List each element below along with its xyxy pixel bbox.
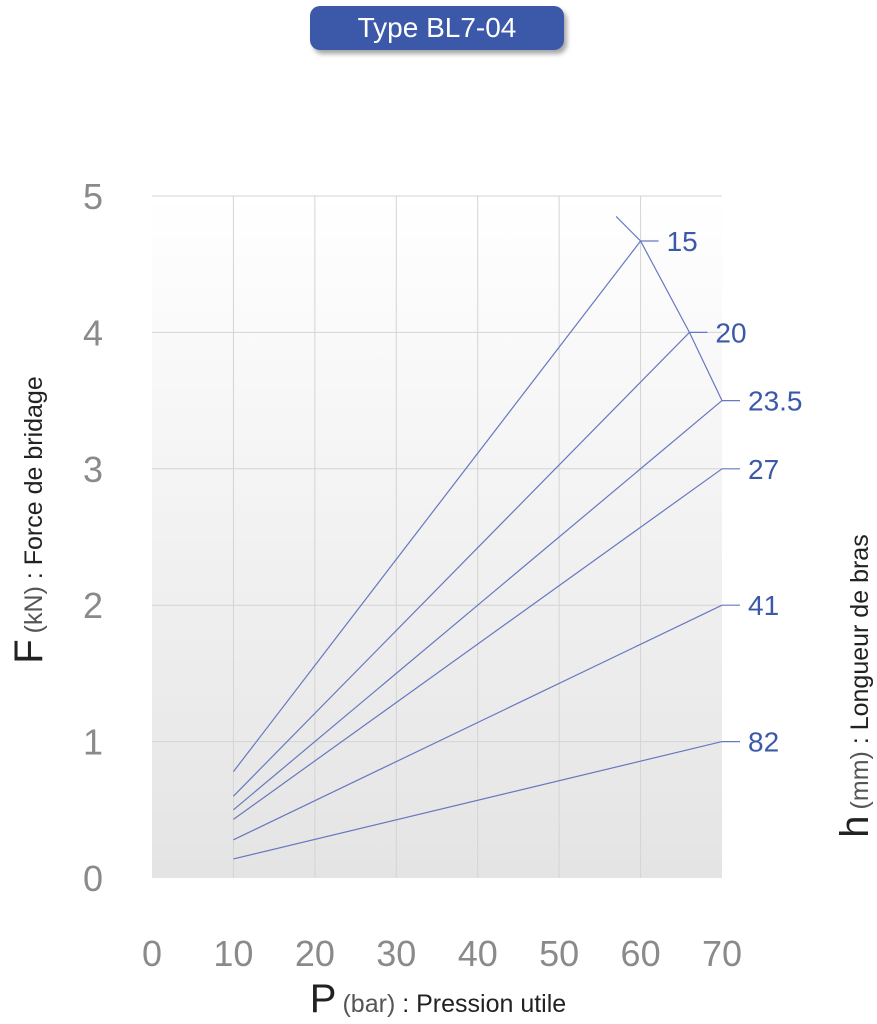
y2-axis-unit: (mm) — [846, 751, 874, 809]
series-label: 27 — [748, 454, 779, 485]
y2-axis-text: : Longueur de bras — [846, 534, 874, 751]
series-label: 41 — [748, 590, 779, 621]
y2-axis-symbol: h — [833, 815, 877, 837]
series-line — [233, 604, 723, 841]
y-tick-label: 1 — [83, 722, 103, 763]
series-label: 23.5 — [748, 386, 803, 417]
y-axis-title: F (kN) : Force de bridage — [7, 376, 51, 664]
chart-title-badge: Type BL7-04 — [310, 6, 564, 50]
y-axis-symbol: F — [7, 639, 51, 663]
series-label: 82 — [748, 727, 779, 758]
series-line — [233, 741, 723, 860]
series-line — [232, 240, 642, 772]
series-labels: 15 20 23.5 27 41 82 — [667, 226, 803, 758]
y-tick-label: 2 — [83, 585, 103, 626]
y-tick-label: 0 — [83, 858, 103, 899]
y-tick-label: 4 — [83, 312, 103, 353]
series-line — [233, 400, 723, 811]
y-axis-unit: (kN) — [20, 586, 48, 633]
x-tick-label: 60 — [621, 933, 661, 974]
plot-area — [152, 196, 722, 878]
x-tick-label: 0 — [142, 933, 162, 974]
y-tick-labels: 0 1 2 3 4 5 — [83, 176, 103, 899]
x-tick-labels: 0 10 20 30 40 50 60 70 — [142, 933, 742, 974]
y2-axis-title: h (mm) : Longueur de bras — [833, 534, 877, 837]
envelope-group — [615, 216, 723, 401]
x-axis-symbol: P — [310, 977, 337, 1021]
series-group — [232, 240, 740, 860]
y-axis-text: : Force de bridage — [20, 376, 48, 586]
x-axis-unit: (bar) — [342, 990, 395, 1018]
y-tick-label: 5 — [83, 176, 103, 217]
series-line — [233, 331, 690, 797]
series-line — [233, 468, 723, 820]
series-label: 15 — [667, 226, 698, 257]
x-tick-label: 50 — [539, 933, 579, 974]
x-axis-title: P (bar) : Pression utile — [310, 977, 566, 1021]
x-tick-label: 70 — [702, 933, 742, 974]
x-axis-text: : Pression utile — [395, 990, 566, 1018]
x-tick-label: 10 — [213, 933, 253, 974]
series-label: 20 — [715, 317, 746, 348]
y-tick-label: 3 — [83, 449, 103, 490]
envelope-line — [615, 216, 723, 401]
x-tick-label: 40 — [458, 933, 498, 974]
x-tick-label: 30 — [376, 933, 416, 974]
x-tick-label: 20 — [295, 933, 335, 974]
